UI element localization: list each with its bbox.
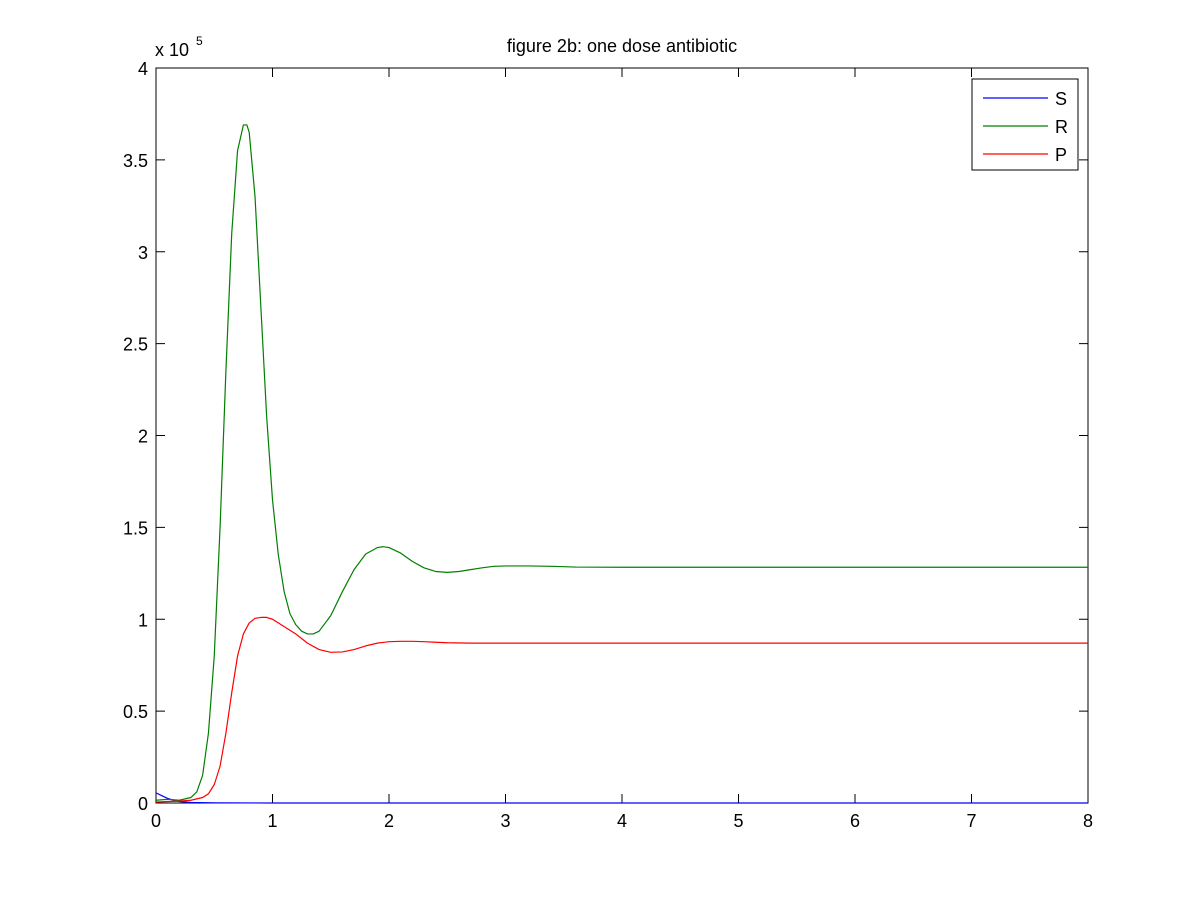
legend: SRP [971,78,1079,171]
x-tick-label-6: 6 [850,811,860,831]
axes: 0 1 2 3 4 5 6 7 8 0 0.5 1 1.5 2 2.5 3 3.5 4 [123,59,1093,831]
y-tick-label-3.5: 3.5 [123,151,148,171]
legend-box [971,78,1079,171]
y-tick-label-4: 4 [138,59,148,79]
y-tick-label-1: 1 [138,610,148,630]
series-line-S [155,792,1088,804]
legend-label-P: P [1055,145,1067,165]
x-tick-label-1: 1 [267,811,277,831]
x-tick-label-2: 2 [384,811,394,831]
legend-entries: SRP [983,89,1068,165]
y-axis-tick-labels: 0 0.5 1 1.5 2 2.5 3 3.5 4 [123,59,148,814]
y-tick-label-2: 2 [138,427,148,447]
y-tick-label-0.5: 0.5 [123,702,148,722]
data-series [155,124,1088,804]
y-axis-ticks [156,67,1088,804]
x-tick-label-0: 0 [151,811,161,831]
x-axis-ticks [155,68,1089,803]
x-axis-tick-labels: 0 1 2 3 4 5 6 7 8 [151,811,1093,831]
chart-title: figure 2b: one dose antibiotic [507,36,737,56]
legend-label-S: S [1055,89,1067,109]
y-multiplier-exponent: 5 [196,34,203,48]
series-line-P [155,616,1088,803]
y-axis-multiplier: x 10 5 [155,34,203,60]
y-tick-label-1.5: 1.5 [123,518,148,538]
x-tick-label-3: 3 [500,811,510,831]
y-tick-label-2.5: 2.5 [123,335,148,355]
x-tick-label-4: 4 [617,811,627,831]
legend-label-R: R [1055,117,1068,137]
y-multiplier-base: x 10 [155,40,189,60]
x-tick-label-7: 7 [966,811,976,831]
x-tick-label-5: 5 [733,811,743,831]
y-tick-label-0: 0 [138,794,148,814]
plot-area-frame [155,67,1089,804]
series-line-R [155,124,1088,801]
y-tick-label-3: 3 [138,243,148,263]
x-tick-label-8: 8 [1083,811,1093,831]
